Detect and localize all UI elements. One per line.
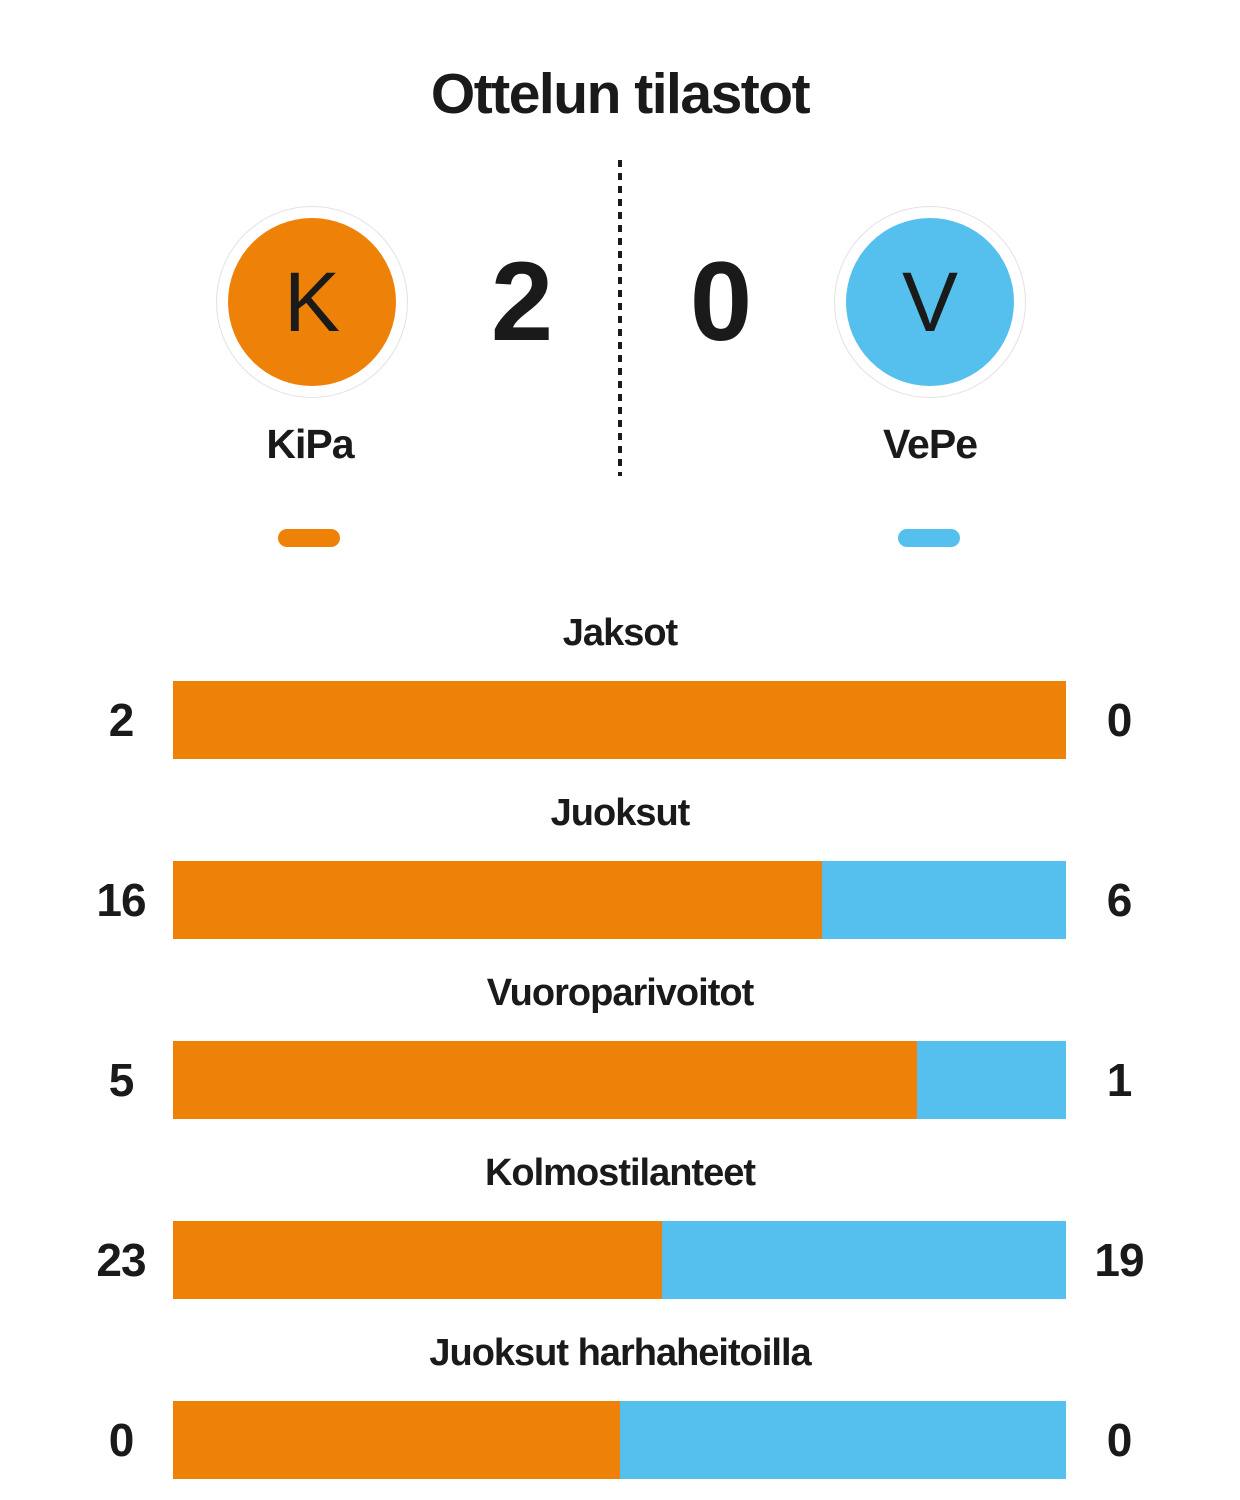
stat-bar	[173, 861, 1066, 939]
stat-value-home: 2	[108, 694, 135, 746]
stat-group: Jaksot 2 0	[0, 608, 1240, 788]
home-score: 2	[490, 239, 553, 364]
away-team-initial: V	[901, 255, 959, 349]
stat-value-away: 0	[1106, 694, 1133, 746]
stat-value-home: 23	[96, 1234, 146, 1286]
home-legend-pill	[278, 529, 340, 547]
stat-value-home: 0	[108, 1414, 135, 1466]
stat-value-away: 6	[1106, 874, 1133, 926]
stat-bar	[173, 681, 1066, 759]
stat-title: Vuoroparivoitot	[486, 972, 754, 1014]
away-team-name: VePe	[882, 421, 978, 467]
stat-title: Juoksut harhaheitoilla	[429, 1332, 811, 1374]
stat-value-home: 16	[96, 874, 146, 926]
away-legend-pill	[898, 529, 960, 547]
stat-bar-away-segment	[662, 1221, 1066, 1299]
stat-value-away: 19	[1094, 1234, 1144, 1286]
away-score: 0	[689, 239, 752, 364]
home-team-badge: K	[216, 206, 408, 398]
stat-bar	[173, 1401, 1066, 1479]
stat-group: Juoksut harhaheitoilla 0 0	[0, 1328, 1240, 1500]
away-team-circle-icon: V	[846, 218, 1014, 386]
stat-title: Juoksut	[550, 792, 691, 834]
stat-group: Vuoroparivoitot 5 1	[0, 968, 1240, 1148]
stat-value-home: 5	[108, 1054, 135, 1106]
home-team-name: KiPa	[266, 421, 354, 467]
stat-bar-away-segment	[619, 1401, 1066, 1479]
stat-group: Kolmostilanteet 23 19	[0, 1148, 1240, 1328]
stat-bar-away-segment	[822, 861, 1066, 939]
stat-title: Jaksot	[562, 612, 678, 654]
away-team-badge: V	[834, 206, 1026, 398]
stat-bar	[173, 1041, 1066, 1119]
home-team-initial: K	[283, 255, 341, 349]
stat-bar-home-segment	[173, 681, 1066, 759]
page-title: Ottelun tilastot	[430, 62, 811, 126]
stat-group: Juoksut 16 6	[0, 788, 1240, 968]
stat-bar-home-segment	[173, 1401, 620, 1479]
stat-title: Kolmostilanteet	[484, 1152, 756, 1194]
stat-bar-home-segment	[173, 1221, 663, 1299]
stat-bar-away-segment	[917, 1041, 1066, 1119]
stat-bar	[173, 1221, 1066, 1299]
stats-list: Jaksot 2 0 Juoksut 16 6 Vuoroparivoitot …	[0, 608, 1240, 1500]
center-dashed-divider	[618, 160, 622, 476]
stat-bar-home-segment	[173, 1041, 918, 1119]
stat-value-away: 1	[1106, 1054, 1133, 1106]
home-team-circle-icon: K	[228, 218, 396, 386]
stat-value-away: 0	[1106, 1414, 1133, 1466]
stat-bar-home-segment	[173, 861, 823, 939]
